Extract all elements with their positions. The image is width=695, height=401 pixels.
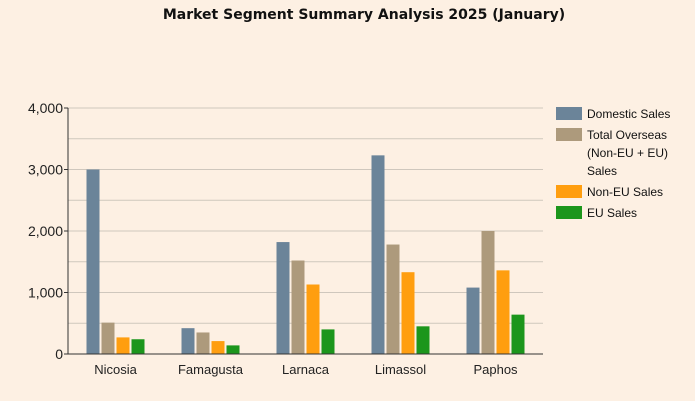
bar-larnaca-2 (306, 284, 320, 354)
x-tick-label: Paphos (473, 362, 518, 377)
bar-famagusta-1 (196, 332, 210, 354)
y-tick-label: 2,000 (28, 223, 63, 239)
bar-famagusta-3 (226, 345, 240, 354)
legend-label: Non-EU Sales (587, 185, 663, 199)
legend-label: Total Overseas (Non-EU + EU) Sales (587, 128, 668, 178)
bar-limassol-3 (416, 326, 430, 354)
bar-nicosia-1 (101, 322, 115, 354)
bar-paphos-0 (466, 287, 480, 354)
legend-swatch (556, 128, 582, 141)
x-tick-label: Larnaca (282, 362, 330, 377)
bar-limassol-2 (401, 272, 415, 354)
bar-larnaca-0 (276, 242, 290, 354)
legend-item: Total Overseas (Non-EU + EU) Sales (556, 128, 668, 178)
bar-paphos-1 (481, 231, 495, 354)
legend-swatch (556, 185, 582, 198)
x-tick-label: Famagusta (178, 362, 244, 377)
y-tick-label: 0 (55, 346, 63, 362)
gridlines (68, 107, 543, 355)
bar-larnaca-3 (321, 329, 335, 354)
bar-paphos-3 (511, 314, 525, 354)
x-tick-label: Limassol (375, 362, 426, 377)
y-tick-label: 4,000 (28, 100, 63, 116)
bar-limassol-1 (386, 244, 400, 354)
legend-label: Domestic Sales (587, 107, 670, 121)
legend-swatch (556, 107, 582, 120)
legend-item: EU Sales (556, 206, 637, 220)
bar-limassol-0 (371, 155, 385, 354)
bar-famagusta-2 (211, 341, 225, 354)
bar-famagusta-0 (181, 328, 195, 354)
legend-item: Domestic Sales (556, 107, 670, 121)
chart-title: Market Segment Summary Analysis 2025 (Ja… (163, 7, 565, 23)
x-tick-label: Nicosia (94, 362, 137, 377)
bar-nicosia-0 (86, 169, 100, 354)
legend-label: EU Sales (587, 206, 637, 220)
bar-larnaca-1 (291, 260, 305, 354)
y-tick-label: 1,000 (28, 285, 63, 301)
legend-item: Non-EU Sales (556, 185, 663, 199)
legend: Domestic Sales Total Overseas (Non-EU + EU… (556, 107, 670, 220)
legend-swatch (556, 206, 582, 219)
bar-paphos-2 (496, 270, 510, 354)
bar-nicosia-3 (131, 339, 145, 354)
bar-nicosia-2 (116, 337, 130, 354)
axes: 0 1,000 2,000 3,000 4,000 Nicosia Famagusta Lar… (28, 100, 543, 377)
bars (86, 155, 525, 354)
y-tick-label: 3,000 (28, 162, 63, 178)
